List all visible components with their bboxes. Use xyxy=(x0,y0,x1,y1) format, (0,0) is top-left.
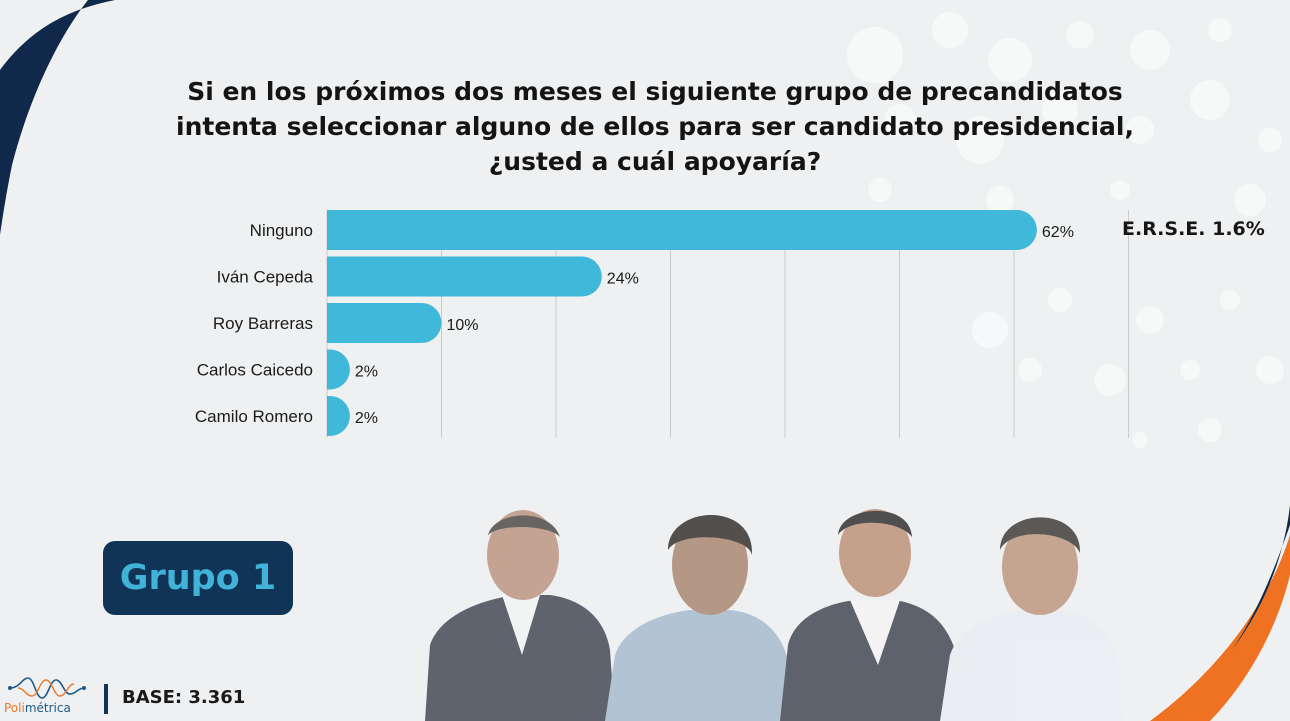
bar xyxy=(327,303,442,343)
logo-wordmark: Polimétrica xyxy=(4,701,71,715)
value-label: 10% xyxy=(447,317,479,334)
base-label: BASE: 3.361 xyxy=(122,687,246,708)
candidate-photo-3 xyxy=(780,509,960,721)
value-label: 2% xyxy=(355,364,378,381)
bar xyxy=(327,210,1037,250)
group-label: Grupo 1 xyxy=(119,558,277,598)
category-label: Iván Cepeda xyxy=(217,268,314,287)
base-divider xyxy=(104,684,108,714)
chart-title: Si en los próximos dos meses el siguient… xyxy=(150,74,1160,179)
navy-swoosh xyxy=(0,0,115,235)
value-label: 2% xyxy=(355,410,378,427)
category-labels: Ninguno Iván Cepeda Roy Barreras Carlos Cai… xyxy=(195,221,314,426)
value-label: 62% xyxy=(1042,224,1074,241)
title-line-2: intenta seleccionar alguno de ellos para… xyxy=(176,112,1134,141)
polimetrica-logo xyxy=(8,677,86,699)
bar xyxy=(327,256,602,297)
category-label: Roy Barreras xyxy=(213,314,313,333)
bar-chart: Ninguno Iván Cepeda Roy Barreras Carlos Cai… xyxy=(195,210,1129,438)
candidate-photo-1 xyxy=(425,510,615,721)
bars xyxy=(327,210,1037,436)
candidate-photo-4 xyxy=(940,517,1122,721)
bar xyxy=(327,396,350,436)
dot-pattern xyxy=(847,12,1284,448)
group-badge: Grupo 1 xyxy=(103,541,293,615)
candidate-photos xyxy=(425,509,1122,721)
category-label: Carlos Caicedo xyxy=(197,361,313,380)
orange-swoosh xyxy=(1150,535,1290,721)
candidate-photo-2 xyxy=(605,515,790,721)
title-line-3: ¿usted a cuál apoyaría? xyxy=(488,147,822,176)
category-label: Camilo Romero xyxy=(195,407,313,426)
value-labels: 62% 24% 10% 2% 2% xyxy=(355,224,1074,427)
erse-label: E.R.S.E. 1.6% xyxy=(1122,218,1265,240)
category-label: Ninguno xyxy=(250,221,313,240)
title-line-1: Si en los próximos dos meses el siguient… xyxy=(187,77,1123,106)
bar xyxy=(327,349,350,390)
value-label: 24% xyxy=(607,271,639,288)
